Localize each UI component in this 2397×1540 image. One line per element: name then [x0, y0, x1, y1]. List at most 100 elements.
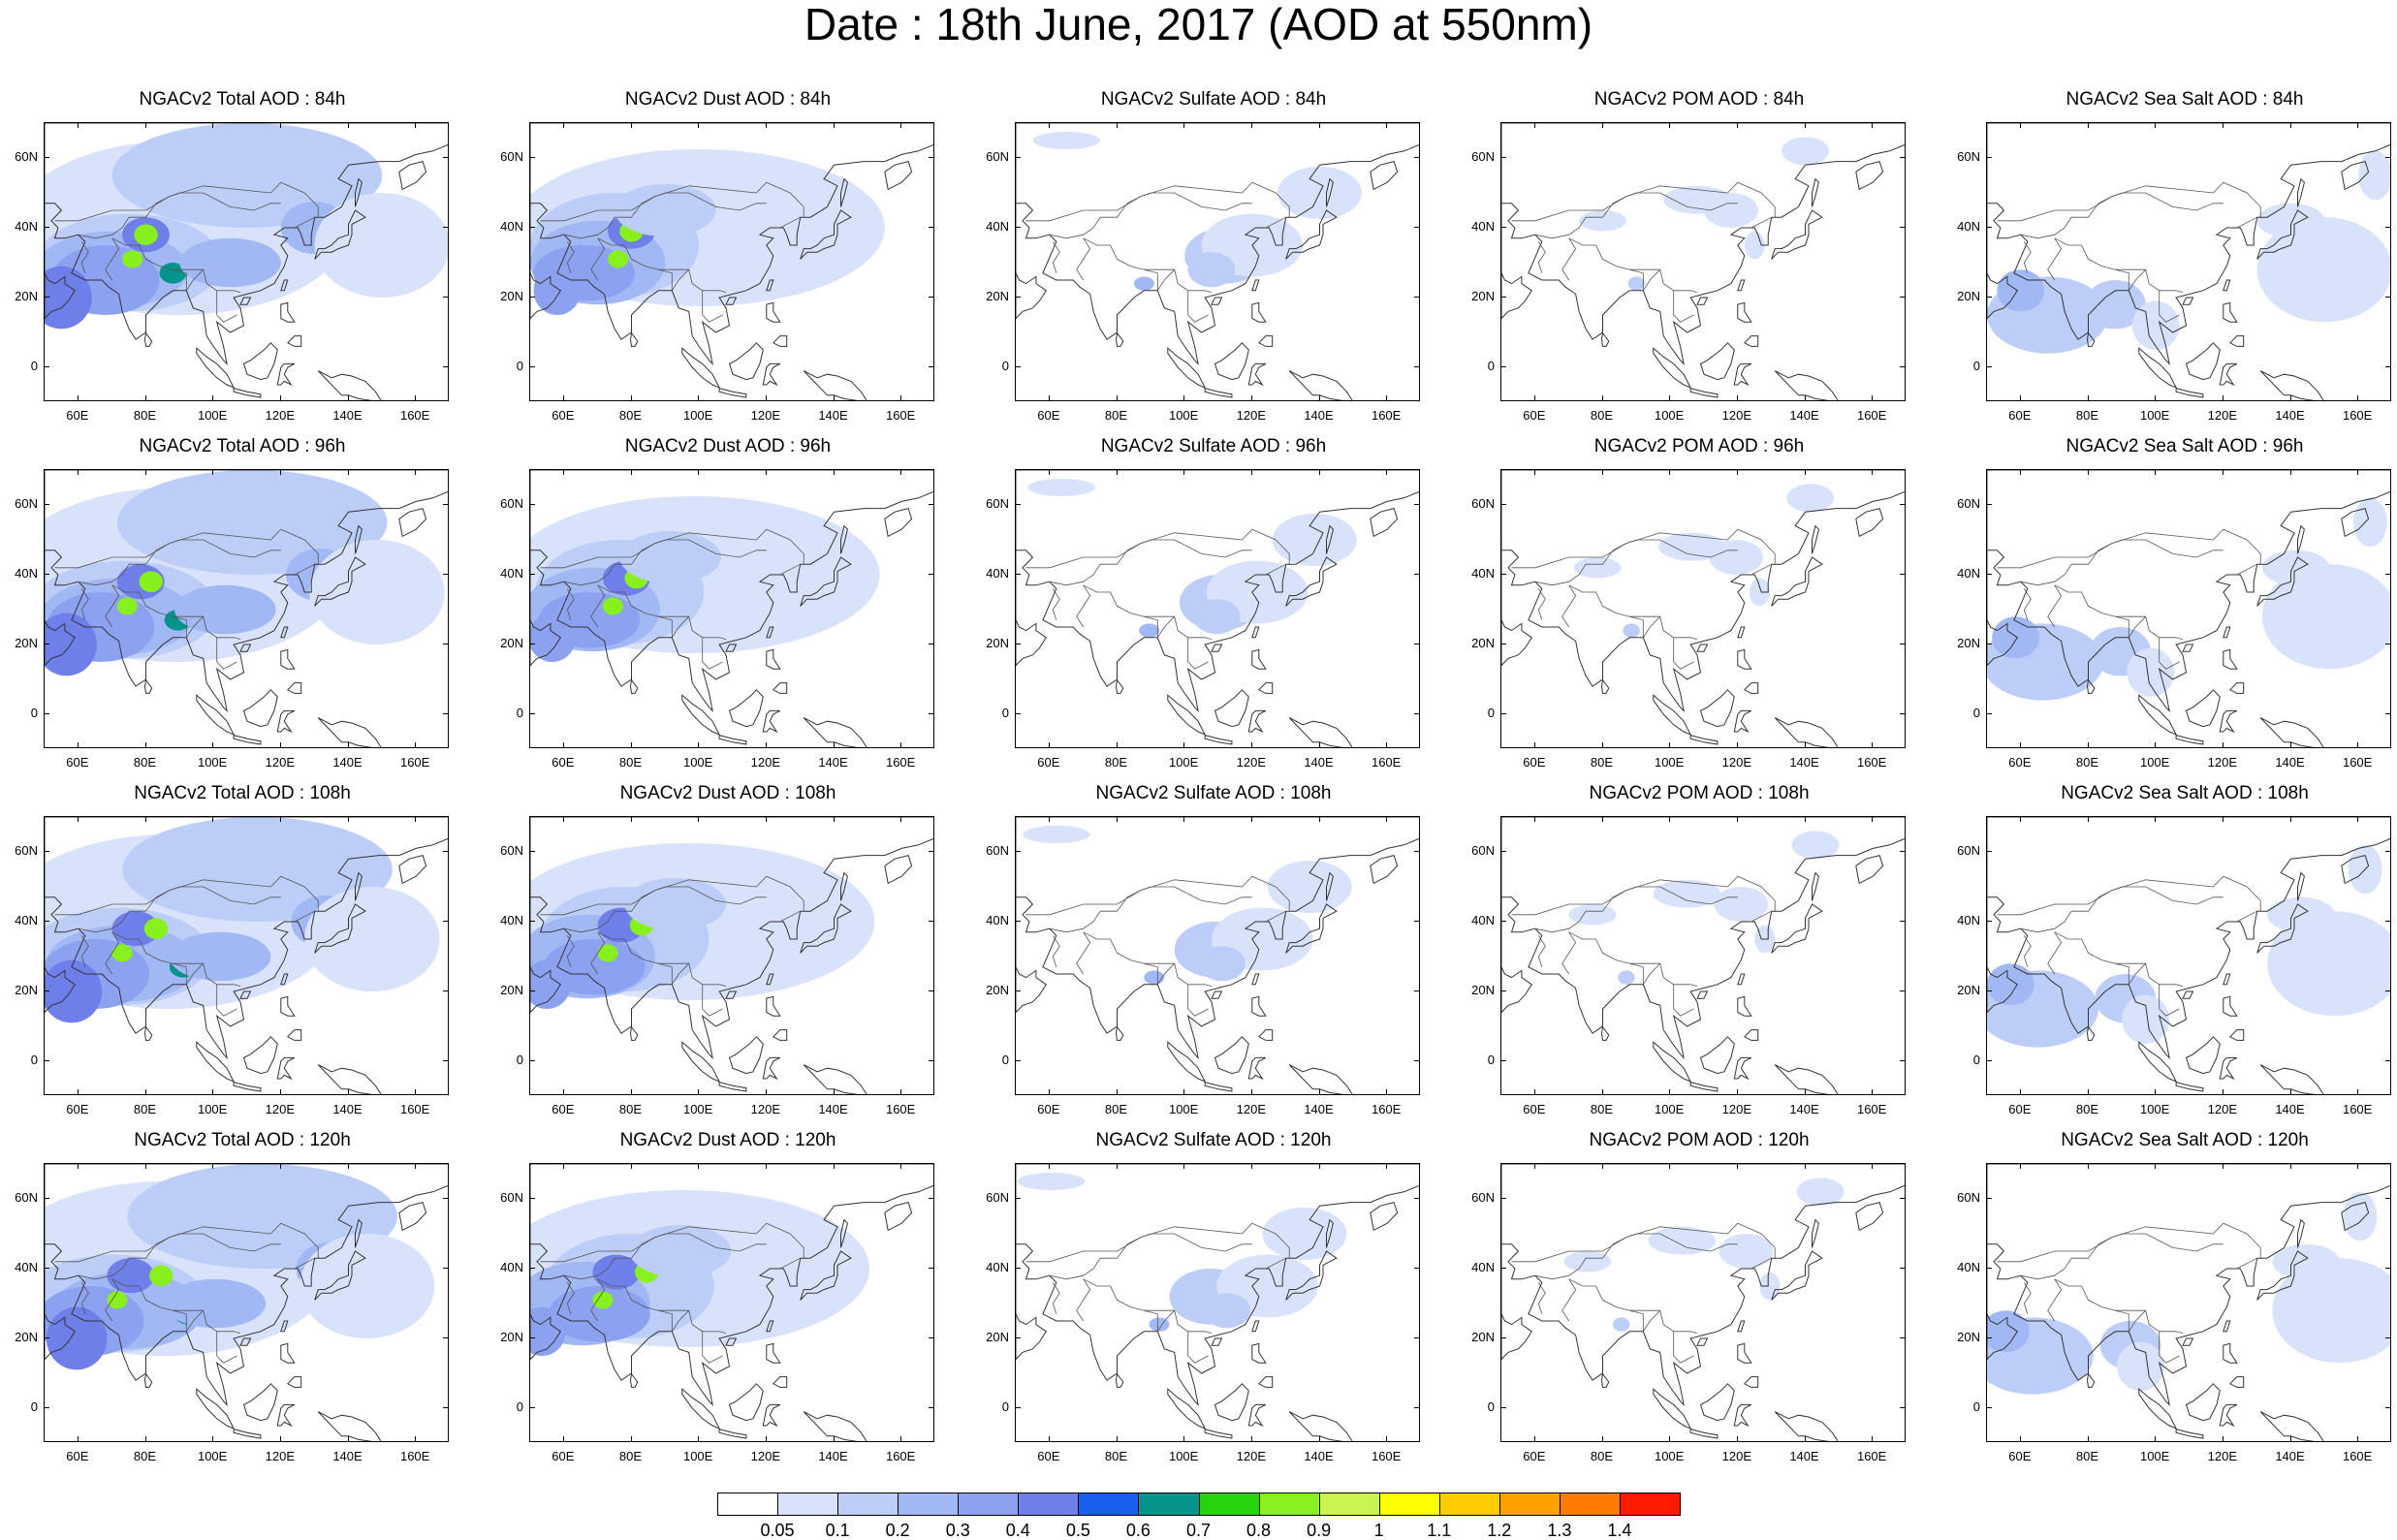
tick-mark: [1533, 1436, 1535, 1442]
aod-map: [1501, 123, 1905, 400]
tick-mark: [347, 122, 349, 128]
coastline: [286, 682, 302, 694]
coastline: [239, 1337, 252, 1346]
coastline: [1689, 387, 1719, 398]
tick-mark: [1183, 1163, 1185, 1169]
country-border: [1083, 1278, 1213, 1334]
tick-mark: [1015, 713, 1021, 714]
country-border: [1642, 268, 1660, 292]
tick-mark: [529, 574, 535, 575]
country-border: [540, 528, 804, 569]
coastline: [1689, 1428, 1719, 1439]
tick-mark: [765, 395, 767, 401]
coastline: [2086, 1025, 2096, 1041]
coastline: [1737, 1342, 1752, 1364]
tick-mark: [2385, 297, 2391, 298]
coastline: [1653, 1388, 1692, 1430]
aod-field: [179, 237, 281, 288]
tick-mark: [1048, 395, 1050, 401]
country-border: [2115, 1309, 2129, 1332]
coastline: [1204, 387, 1233, 398]
coastline: [1167, 347, 1207, 389]
aod-field: [45, 959, 103, 1023]
coastline: [1288, 1064, 1353, 1094]
tick-mark: [2222, 1163, 2224, 1169]
country-border: [1750, 910, 1772, 923]
coastline: [1214, 1036, 1249, 1075]
aod-field: [1791, 831, 1840, 860]
tick-mark: [1386, 1089, 1388, 1095]
lon-tick-label: 140E: [2275, 1102, 2305, 1116]
coastline: [772, 1029, 788, 1041]
tick-mark: [347, 1163, 349, 1169]
tick-mark: [929, 297, 934, 298]
tick-mark: [443, 713, 449, 714]
aod-field: [1192, 599, 1241, 635]
lat-tick-label: 20N: [500, 1330, 523, 1344]
tick-mark: [1736, 1163, 1738, 1169]
coastline: [1251, 279, 1260, 292]
aod-field: [1992, 616, 2039, 659]
tick-mark: [529, 1337, 535, 1338]
coastline: [1285, 903, 1338, 954]
tick-mark: [1500, 921, 1506, 922]
lon-tick-label: 160E: [1856, 1449, 1887, 1463]
lon-tick-label: 120E: [750, 1102, 781, 1116]
tick-mark: [415, 1436, 417, 1442]
lon-tick-label: 160E: [1856, 408, 1887, 423]
coastline: [355, 177, 363, 207]
coastline: [2138, 694, 2178, 736]
aod-map: [45, 123, 448, 400]
coastline: [762, 362, 781, 387]
aod-map: [1987, 470, 2390, 747]
lon-tick-label: 60E: [66, 755, 89, 770]
tick-mark: [1414, 297, 1420, 298]
panel-title: NGACv2 POM AOD : 96h: [1593, 436, 1805, 456]
tick-mark: [1500, 366, 1506, 367]
lon-tick-label: 140E: [332, 1102, 363, 1116]
map-frame: [1986, 469, 2391, 748]
tick-mark: [1533, 816, 1535, 822]
tick-mark: [347, 395, 349, 401]
tick-mark: [1900, 504, 1906, 505]
coastline: [242, 1383, 278, 1422]
coastline: [45, 560, 76, 667]
country-border: [173, 615, 187, 638]
lon-tick-label: 80E: [133, 755, 157, 770]
coastline: [2223, 1342, 2238, 1364]
coastline: [772, 1376, 788, 1388]
country-border: [2054, 1278, 2184, 1334]
coastline: [772, 335, 788, 347]
tick-mark: [1900, 297, 1906, 298]
tick-mark: [929, 921, 934, 922]
country-border: [1625, 886, 1738, 905]
tick-mark: [2087, 742, 2089, 748]
colorbar-swatch: [1438, 1493, 1500, 1516]
coastline: [803, 370, 867, 400]
colorbar-swatch: [1138, 1493, 1200, 1516]
coastline: [233, 1081, 262, 1092]
lat-tick-label: 40N: [15, 566, 38, 581]
country-border: [1025, 181, 1290, 222]
coastline: [1812, 524, 1819, 554]
tick-mark: [1601, 742, 1603, 748]
colorbar-label: 1.3: [1547, 1521, 1572, 1540]
coastline: [1501, 470, 1905, 712]
colorbar-label: 0.4: [1005, 1521, 1030, 1540]
coastline: [196, 347, 236, 389]
aod-field: [122, 817, 393, 922]
tick-mark: [630, 1089, 632, 1095]
country-border: [1625, 1233, 1738, 1252]
coastline: [1699, 1383, 1735, 1422]
lat-tick-label: 40N: [986, 566, 1009, 581]
country-border: [563, 1237, 656, 1280]
tick-mark: [1986, 851, 1992, 852]
coastline: [1743, 335, 1759, 347]
coastline: [2223, 279, 2231, 292]
aod-field: [149, 1265, 173, 1286]
country-border: [1537, 588, 1546, 620]
country-border: [54, 875, 319, 916]
tick-mark: [279, 816, 281, 822]
coastline: [1247, 709, 1267, 734]
tick-mark: [443, 1407, 449, 1408]
